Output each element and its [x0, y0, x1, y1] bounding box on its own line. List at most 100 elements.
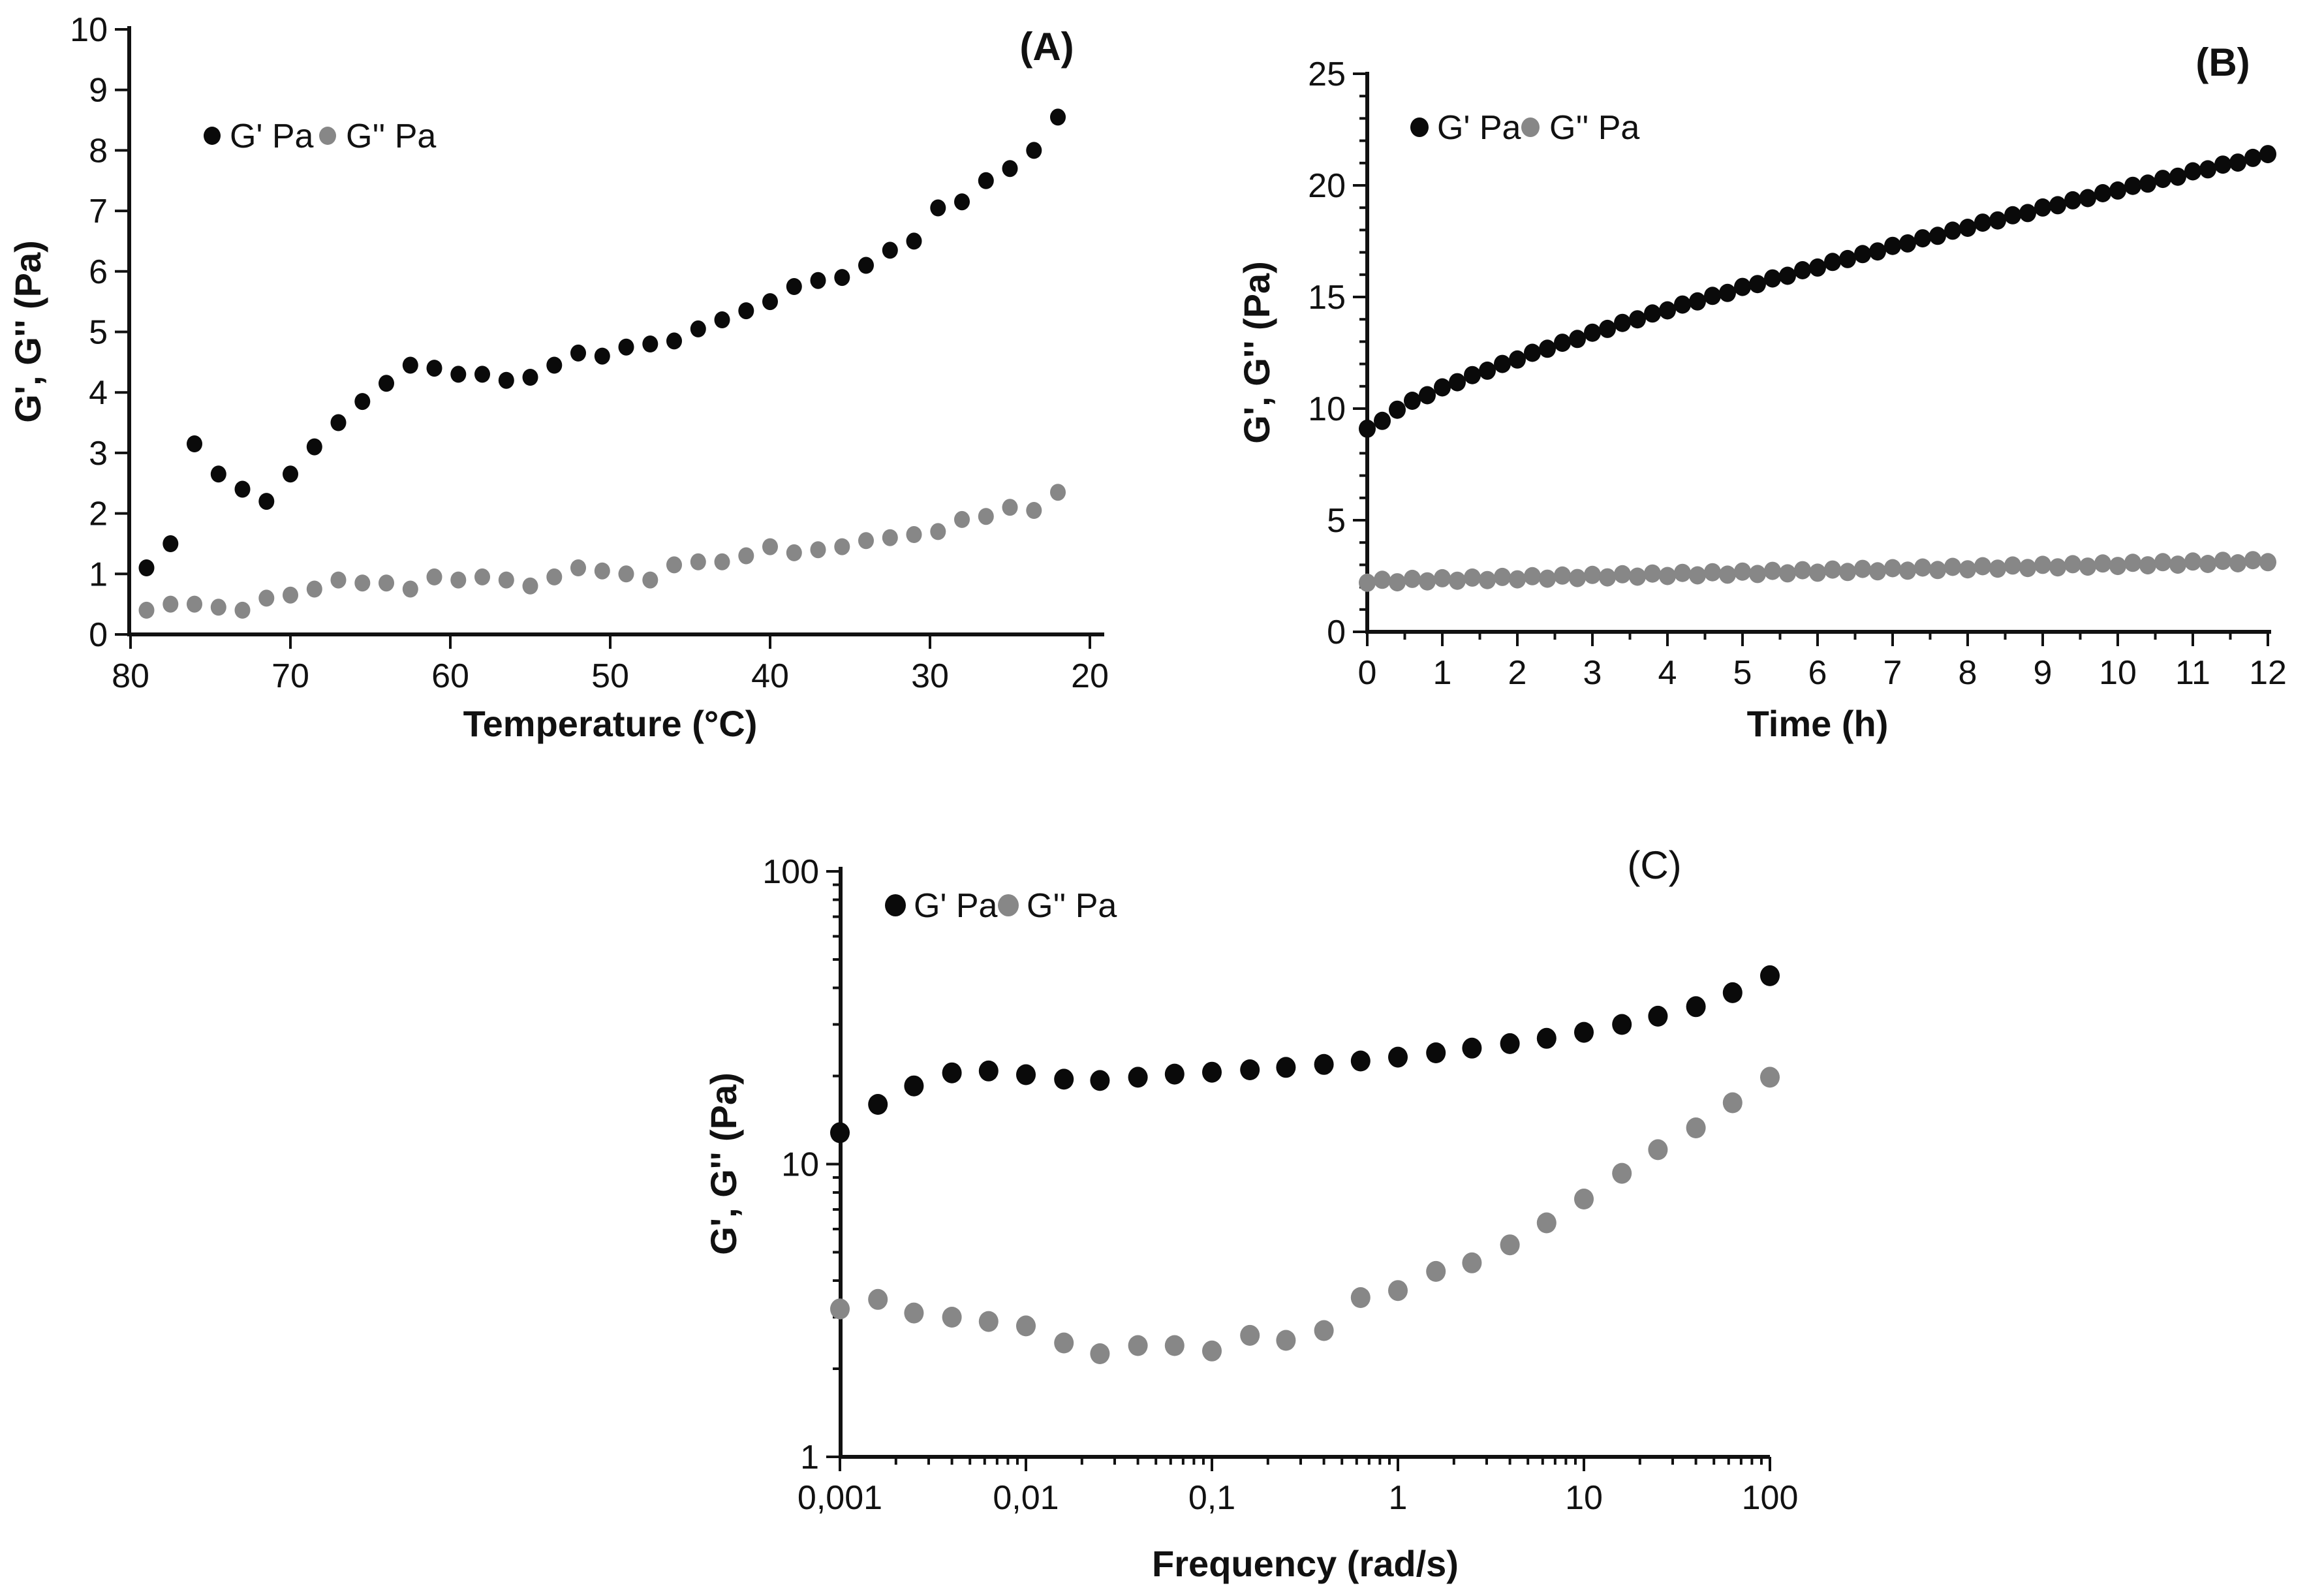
data-point: [1764, 561, 1781, 580]
data-point: [2034, 555, 2051, 574]
data-point: [1128, 1335, 1148, 1356]
data-point: [258, 589, 275, 607]
data-point: [882, 529, 898, 546]
data-point: [163, 595, 179, 613]
data-point: [546, 356, 563, 374]
data-point: [2109, 181, 2126, 200]
data-point: [858, 257, 874, 274]
data-point: [1388, 1046, 1408, 1068]
x-tick-label: 0,1: [1188, 1479, 1235, 1517]
data-point: [2094, 554, 2111, 573]
data-point: [1002, 160, 1018, 178]
x-tick-label: 6: [1808, 654, 1827, 692]
data-point: [426, 568, 442, 585]
data-point: [1584, 565, 1601, 584]
data-point: [594, 347, 610, 365]
data-point: [942, 1307, 962, 1328]
data-point: [187, 435, 202, 452]
data-point: [1494, 567, 1511, 586]
data-point: [2124, 176, 2141, 195]
data-point: [570, 344, 586, 362]
data-point: [1240, 1324, 1260, 1346]
data-point: [2184, 162, 2201, 181]
x-axis-title: Temperature (°C): [463, 703, 758, 744]
data-point: [1374, 411, 1391, 430]
data-point: [810, 272, 826, 289]
data-point: [1202, 1340, 1222, 1362]
data-point: [354, 574, 371, 592]
data-point: [2049, 196, 2066, 215]
data-point: [1240, 1059, 1260, 1080]
data-point: [2199, 555, 2216, 573]
data-point: [690, 553, 706, 570]
x-tick-label: 30: [911, 657, 949, 695]
data-point: [1674, 563, 1691, 582]
data-point: [1674, 295, 1691, 314]
data-point: [1612, 1014, 1632, 1035]
data-point: [2094, 184, 2111, 202]
data-point: [1276, 1057, 1296, 1078]
data-point: [882, 242, 898, 259]
data-point: [474, 366, 490, 383]
legend-marker-gdoubleprime: [1521, 117, 1540, 137]
data-point: [904, 1302, 924, 1324]
data-point: [2049, 558, 2066, 577]
legend-marker-gprime: [1410, 117, 1429, 137]
data-point: [570, 559, 586, 576]
data-point: [1090, 1070, 1110, 1091]
panel-letter: (B): [2195, 40, 2250, 84]
data-point: [930, 523, 946, 540]
data-point: [1760, 965, 1780, 986]
data-point: [1090, 1343, 1110, 1364]
data-point: [594, 562, 610, 580]
data-point: [1899, 234, 1916, 253]
data-point: [1314, 1053, 1334, 1075]
data-point: [2019, 559, 2036, 578]
y-tick-label: 10: [781, 1146, 819, 1184]
data-point: [868, 1288, 888, 1310]
x-tick-label: 0,01: [993, 1479, 1059, 1517]
data-point: [210, 465, 226, 483]
data-point: [1449, 571, 1466, 590]
data-point: [1794, 261, 1811, 279]
data-point: [450, 366, 467, 383]
data-point: [1479, 361, 1496, 380]
data-point: [1734, 562, 1751, 581]
data-point: [1128, 1067, 1148, 1088]
legend-label: G'' Pa: [346, 117, 436, 155]
data-point: [1539, 339, 1556, 358]
data-point: [1350, 1287, 1371, 1308]
data-point: [1914, 558, 1931, 577]
data-point: [1704, 563, 1721, 582]
data-point: [642, 571, 658, 589]
series-g-prime: [1359, 145, 2276, 438]
data-point: [2034, 198, 2051, 217]
data-point: [1404, 569, 1421, 588]
x-tick-label: 10: [1565, 1479, 1603, 1517]
x-tick-label: 70: [271, 657, 309, 695]
data-point: [1614, 313, 1631, 332]
data-point: [2154, 170, 2171, 189]
data-point: [1164, 1063, 1185, 1085]
data-point: [1644, 564, 1661, 583]
data-point: [2184, 552, 2201, 571]
x-tick-label: 100: [1742, 1479, 1799, 1517]
data-point: [1464, 568, 1481, 587]
data-point: [690, 320, 706, 337]
data-point: [2214, 155, 2231, 174]
y-tick-label: 1: [800, 1439, 819, 1476]
y-tick-label: 0: [89, 616, 108, 654]
data-point: [618, 565, 634, 583]
data-point: [1989, 211, 2006, 230]
data-point: [2259, 553, 2276, 572]
data-point: [1494, 354, 1511, 373]
x-tick-label: 80: [112, 657, 149, 695]
legend-marker-gdoubleprime: [998, 894, 1019, 916]
y-tick-label: 3: [89, 435, 108, 473]
y-tick-label: 2: [89, 495, 108, 533]
data-point: [1974, 213, 1991, 232]
data-point: [2124, 553, 2141, 572]
data-point: [1164, 1335, 1185, 1356]
data-point: [450, 571, 467, 589]
data-point: [1536, 1212, 1557, 1234]
